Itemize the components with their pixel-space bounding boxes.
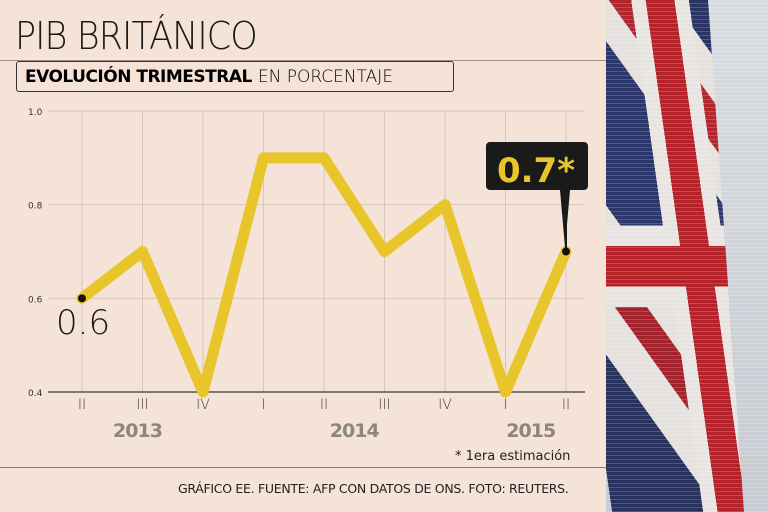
x-tick-label: II	[78, 397, 86, 413]
y-tick-label: 0.8	[28, 202, 43, 212]
callout-box	[486, 142, 588, 248]
chart-subtitle: EVOLUCIÓN TRIMESTRAL EN PORCENTAJE	[16, 61, 454, 92]
source-credit: GRÁFICO EE. FUENTE: AFP CON DATOS DE ONS…	[178, 481, 569, 496]
last-value-label: 0.7*	[497, 151, 575, 191]
x-tick-label: I	[503, 397, 507, 413]
divider	[0, 60, 606, 61]
year-label: 2014	[330, 420, 380, 442]
x-tick-label: III	[378, 397, 390, 413]
first-point-marker	[78, 294, 86, 303]
union-jack-photo	[606, 0, 768, 512]
subtitle-bold: EVOLUCIÓN TRIMESTRAL	[25, 66, 252, 87]
x-tick-label: IV	[196, 397, 210, 413]
last-point-marker	[562, 247, 570, 256]
first-value-label: 0.6	[56, 303, 110, 343]
chart-title: PIB BRITÁNICO	[15, 14, 258, 58]
divider	[0, 467, 606, 468]
x-tick-label: II	[320, 397, 328, 413]
y-tick-label: 0.6	[28, 295, 43, 305]
infographic-panel: PIB BRITÁNICO EVOLUCIÓN TRIMESTRAL EN PO…	[0, 14, 606, 496]
x-tick-label: III	[136, 397, 148, 413]
y-tick-label: 1.0	[28, 108, 43, 118]
x-tick-label: II	[562, 397, 570, 413]
footnote: * 1era estimación	[455, 449, 571, 464]
x-tick-label: IV	[438, 397, 452, 413]
subtitle-light: EN PORCENTAJE	[257, 66, 394, 87]
y-tick-label: 0.4	[28, 389, 43, 399]
year-label: 2015	[506, 420, 555, 442]
year-label: 2013	[113, 420, 162, 442]
x-tick-label: I	[261, 397, 265, 413]
